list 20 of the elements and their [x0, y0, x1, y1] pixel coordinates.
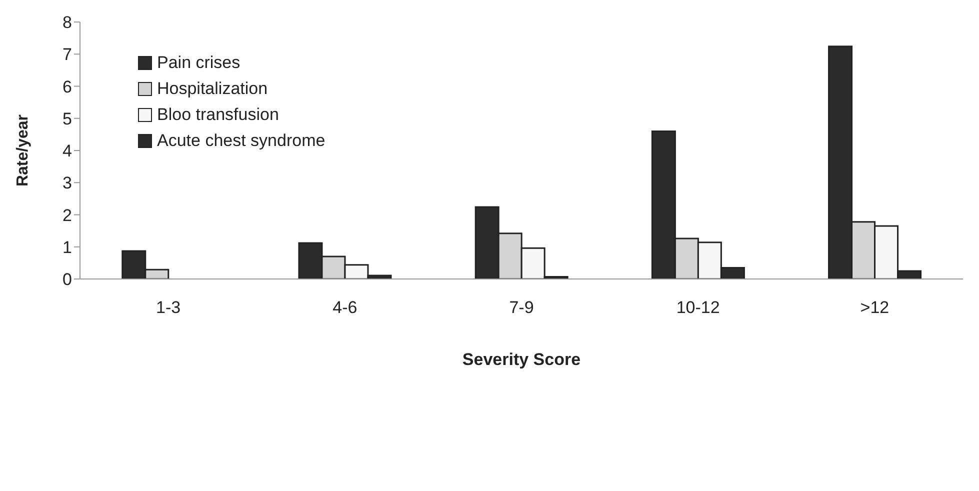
legend-label: Acute chest syndrome: [157, 130, 326, 152]
y-tick-label: 1: [62, 238, 72, 257]
x-axis-title: Severity Score: [462, 350, 581, 369]
y-tick-label: 8: [62, 13, 72, 32]
y-tick-label: 3: [62, 174, 72, 193]
x-tick-label: 1-3: [156, 298, 181, 318]
legend-label: Bloo transfusion: [157, 104, 279, 126]
y-tick-label: 5: [62, 109, 72, 128]
y-tick-label: 7: [62, 45, 72, 64]
x-tick-label: >12: [860, 298, 890, 318]
legend-label: Pain crises: [157, 52, 240, 74]
x-tick-label: 7-9: [509, 298, 534, 318]
y-axis-title: Rate/year: [14, 114, 32, 187]
legend-label: Hospitalization: [157, 78, 268, 100]
y-tick-label: 4: [62, 142, 72, 161]
y-tick-label: 6: [62, 77, 72, 96]
y-tick-label: 2: [62, 206, 72, 225]
x-tick-label: 4-6: [332, 298, 358, 318]
x-tick-label: 10-12: [676, 298, 720, 318]
y-tick-label: 0: [62, 270, 72, 290]
